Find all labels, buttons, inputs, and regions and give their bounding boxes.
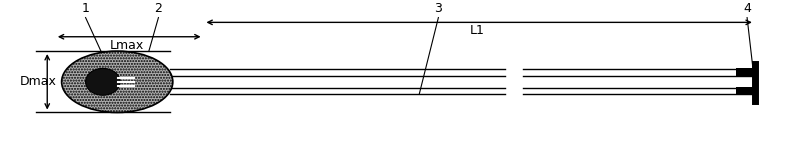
Ellipse shape xyxy=(62,51,172,112)
Text: 4: 4 xyxy=(743,2,751,15)
Text: 1: 1 xyxy=(82,2,90,15)
Text: 3: 3 xyxy=(435,2,443,15)
Bar xyxy=(735,87,756,95)
Ellipse shape xyxy=(86,68,120,95)
Text: L1: L1 xyxy=(469,24,484,37)
Text: Lmax: Lmax xyxy=(110,39,144,52)
Text: 2: 2 xyxy=(155,2,162,15)
Bar xyxy=(735,68,756,77)
Text: Dmax: Dmax xyxy=(19,75,56,88)
